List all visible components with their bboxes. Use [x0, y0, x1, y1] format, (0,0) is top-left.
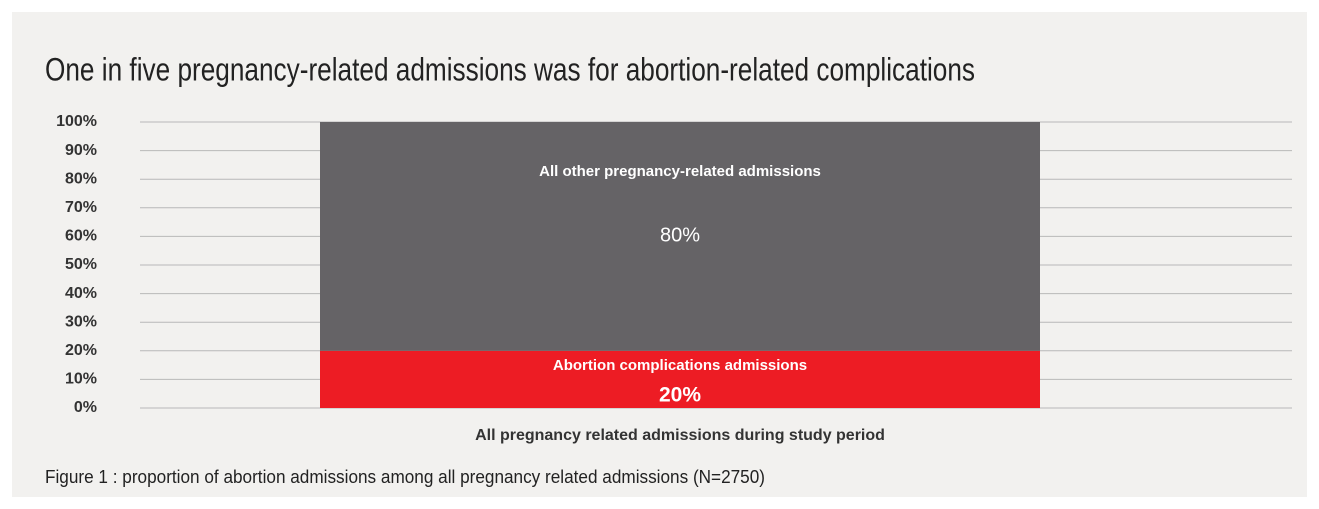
y-tick-label: 100% [56, 113, 97, 130]
y-tick-label: 20% [65, 342, 97, 359]
y-tick-label: 10% [65, 371, 97, 388]
x-tick-label: All pregnancy related admissions during … [475, 427, 885, 444]
chart-title: One in five pregnancy-related admissions… [45, 51, 975, 87]
y-tick-label: 80% [65, 170, 97, 187]
y-tick-label: 30% [65, 313, 97, 330]
y-tick-label: 60% [65, 228, 97, 245]
data-label: 20% [659, 384, 701, 407]
y-tick-label: 90% [65, 142, 97, 159]
caption: Figure 1 : proportion of abortion admiss… [45, 467, 765, 487]
data-label: 80% [660, 225, 700, 247]
segment-name: All other pregnancy-related admissions [539, 163, 821, 180]
segment-name: Abortion complications admissions [553, 357, 807, 374]
bar-segment [320, 122, 1040, 351]
y-tick-label: 40% [65, 285, 97, 302]
bar-segment [320, 350, 1040, 408]
y-tick-label: 70% [65, 199, 97, 216]
y-tick-label: 50% [65, 256, 97, 273]
y-tick-label: 0% [74, 399, 97, 416]
